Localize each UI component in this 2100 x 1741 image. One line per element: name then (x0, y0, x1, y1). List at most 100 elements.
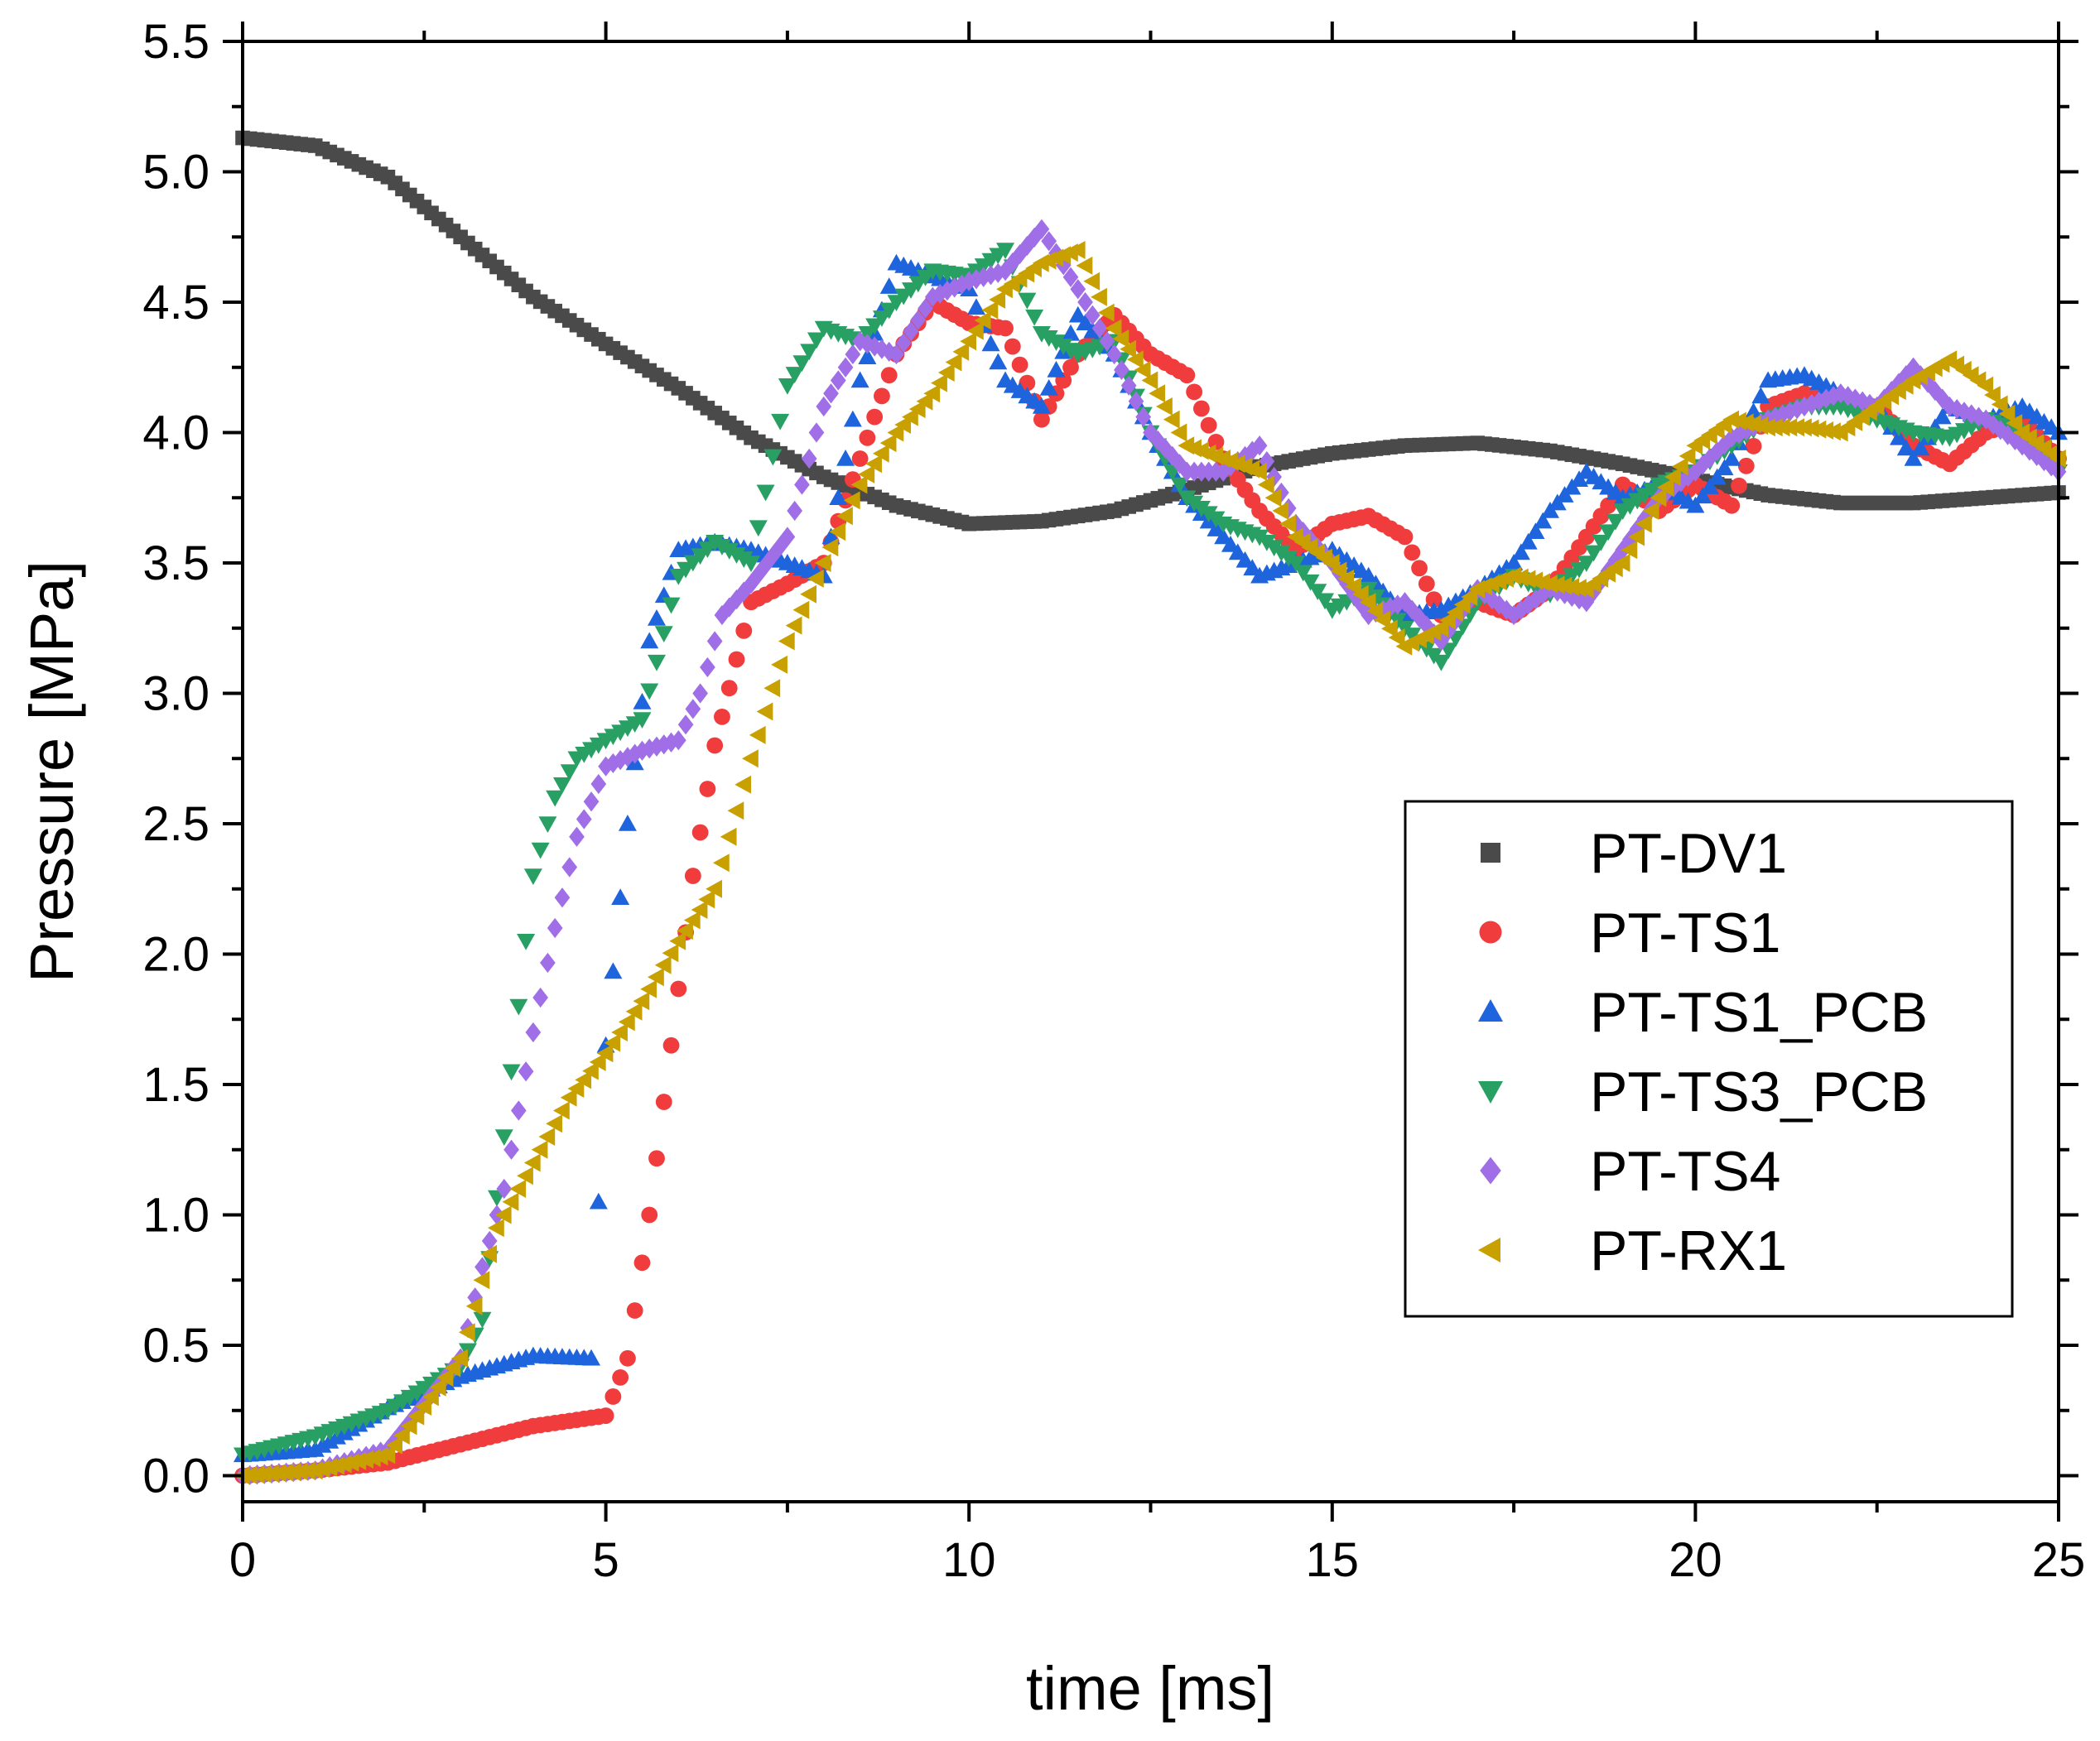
data-point (829, 522, 846, 541)
data-point (1004, 252, 1021, 273)
data-point (429, 1378, 446, 1397)
data-point (1802, 419, 1819, 438)
y-tick-label: 2.5 (142, 797, 210, 851)
data-point (1404, 599, 1420, 620)
data-point (879, 277, 898, 294)
data-point (794, 474, 810, 495)
legend-entries: PT-DV1 PT-TS1 PT-TS1_PCB PT-TS3_PCB PT-TS4 PT… (1478, 822, 1928, 1282)
data-point (2006, 414, 2023, 433)
data-point (596, 1044, 614, 1063)
data-point (458, 1323, 475, 1342)
data-point (1250, 462, 1267, 481)
data-point (800, 344, 819, 361)
data-point (714, 708, 730, 725)
data-point (683, 911, 701, 930)
data-point (945, 353, 962, 372)
data-point (510, 1100, 527, 1121)
data-point (1041, 231, 1057, 252)
data-point (1540, 575, 1558, 594)
data-point (937, 363, 955, 382)
data-point (494, 1129, 513, 1146)
data-point (590, 773, 607, 795)
data-point (583, 791, 600, 812)
data-point (1076, 256, 1093, 275)
data-point (494, 1205, 512, 1224)
data-point (1991, 395, 2008, 414)
data-point (604, 962, 623, 979)
data-point (669, 931, 686, 950)
data-point (966, 321, 984, 340)
series-PT-RX1 (234, 241, 2066, 1485)
data-point (1141, 371, 1158, 390)
data-point (451, 1349, 468, 1368)
data-point (1862, 393, 1878, 414)
data-point (1193, 400, 1210, 417)
data-point (865, 454, 882, 474)
data-point (691, 824, 709, 841)
data-point (1062, 267, 1079, 287)
legend-entry: PT-RX1 (1478, 1219, 1787, 1282)
data-point (1671, 457, 1688, 476)
data-point (1178, 367, 1196, 384)
data-point (1404, 544, 1421, 561)
data-point (879, 302, 898, 320)
data-point (749, 520, 768, 537)
data-point (670, 980, 687, 998)
data-point (1505, 554, 1524, 570)
legend-entry: PT-TS3_PCB (1478, 1060, 1928, 1123)
data-point (880, 367, 898, 384)
data-point (772, 536, 788, 556)
data-point (889, 344, 904, 365)
data-point (989, 353, 1008, 370)
data-point (1686, 496, 1705, 513)
data-point (1105, 319, 1122, 338)
data-point (821, 538, 839, 557)
data-point (931, 373, 947, 392)
data-point (727, 547, 746, 564)
data-point (1505, 566, 1521, 585)
y-tick-label: 2.0 (142, 928, 210, 982)
x-axis-title: time [ms] (1026, 1654, 1274, 1723)
data-point (1170, 423, 1187, 442)
data-point (952, 342, 970, 361)
y-tick-label: 4.5 (142, 276, 210, 329)
data-point (1286, 555, 1305, 572)
data-point (787, 500, 803, 522)
data-point (1948, 399, 1965, 420)
data-point (1012, 243, 1028, 265)
data-point (1461, 587, 1478, 606)
data-point (1977, 376, 1994, 395)
data-point (1091, 318, 1108, 339)
data-point (1731, 477, 1747, 494)
axis-tick-labels: 0 5 10 15 20 25 0.0 0.5 1.0 1.5 2.0 2.5 3.0 3.5 4.0 4.5… (142, 15, 2085, 1587)
data-point (1985, 414, 2001, 435)
data-point (1526, 522, 1545, 539)
y-tick-label: 3.0 (142, 667, 210, 721)
data-point (625, 1002, 643, 1021)
data-point (619, 1349, 636, 1367)
data-point (836, 450, 855, 466)
data-point (771, 655, 788, 674)
data-point (1998, 404, 2016, 423)
data-point (523, 1153, 541, 1172)
data-point (1374, 610, 1391, 629)
data-point (996, 243, 1015, 259)
data-point (560, 764, 579, 781)
data-point (1084, 305, 1101, 325)
data-point (1418, 575, 1435, 593)
data-point (727, 801, 744, 820)
data-point (641, 738, 657, 759)
data-point (1032, 326, 1051, 343)
data-point (756, 484, 775, 502)
data-point (1228, 543, 1247, 560)
data-point (698, 890, 715, 909)
data-point (1432, 618, 1449, 637)
data-point (720, 827, 737, 846)
data-point (1804, 393, 1820, 414)
data-point (1736, 413, 1754, 432)
legend-label: PT-RX1 (1590, 1219, 1787, 1282)
x-tick-label: 10 (942, 1533, 996, 1587)
data-point (859, 429, 876, 446)
legend-box (1404, 800, 2014, 1318)
data-point (386, 1436, 403, 1455)
